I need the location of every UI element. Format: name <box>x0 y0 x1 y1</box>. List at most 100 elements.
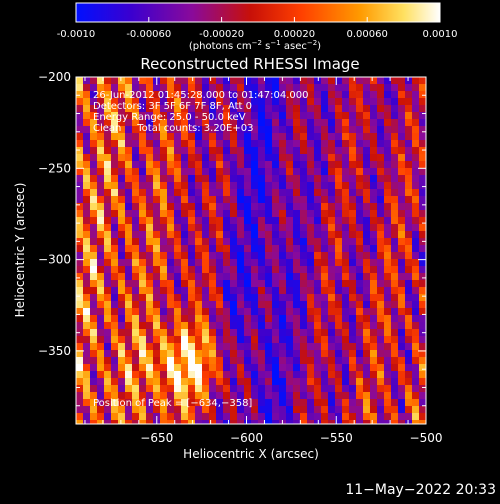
heatmap-cell <box>111 203 119 211</box>
peak-position-label: Position of Peak = [−634,−358] <box>93 398 252 409</box>
heatmap-cell <box>349 245 357 253</box>
heatmap-cell <box>160 189 168 197</box>
heatmap-cell <box>244 273 252 281</box>
heatmap-cell <box>83 189 91 197</box>
heatmap-cell <box>230 294 238 302</box>
heatmap-cell <box>104 224 112 232</box>
heatmap-cell <box>405 280 413 288</box>
heatmap-cell <box>146 245 154 253</box>
heatmap-cell <box>398 385 406 393</box>
heatmap-cell <box>384 196 392 204</box>
heatmap-cell <box>188 343 196 351</box>
heatmap-cell <box>118 413 126 421</box>
heatmap-cell <box>167 378 175 386</box>
heatmap-cell <box>251 413 259 421</box>
heatmap-cell <box>419 301 426 309</box>
heatmap-cell <box>244 175 252 183</box>
heatmap-cell <box>104 287 112 295</box>
heatmap-cell <box>384 266 392 274</box>
heatmap-cell <box>90 210 98 218</box>
heatmap-cell <box>111 147 119 155</box>
heatmap-cell <box>342 238 350 246</box>
heatmap-cell <box>181 336 189 344</box>
heatmap-cell <box>90 77 98 85</box>
heatmap-cell <box>104 245 112 253</box>
heatmap-cell <box>300 294 308 302</box>
heatmap-cell <box>125 406 133 414</box>
heatmap-cell <box>349 91 357 99</box>
heatmap-cell <box>328 105 336 113</box>
heatmap-cell <box>272 315 280 323</box>
heatmap-cell <box>97 301 105 309</box>
heatmap-cell <box>342 378 350 386</box>
heatmap-cell <box>335 105 343 113</box>
heatmap-cell <box>384 322 392 330</box>
heatmap-cell <box>237 385 245 393</box>
heatmap-cell <box>209 245 217 253</box>
heatmap-cell <box>391 406 399 414</box>
heatmap-cell <box>174 378 182 386</box>
heatmap-cell <box>279 238 287 246</box>
heatmap-cell <box>272 189 280 197</box>
heatmap-cell <box>237 210 245 218</box>
heatmap-cell <box>216 154 224 162</box>
heatmap-cell <box>209 273 217 281</box>
heatmap-cell <box>216 203 224 211</box>
heatmap-cell <box>335 259 343 267</box>
heatmap-cell <box>377 126 385 134</box>
heatmap-cell <box>391 77 399 85</box>
heatmap-cell <box>398 154 406 162</box>
heatmap-cell <box>391 420 399 424</box>
heatmap-cell <box>405 315 413 323</box>
heatmap-cell <box>174 350 182 358</box>
heatmap-cell <box>265 343 273 351</box>
heatmap-cell <box>419 350 426 358</box>
heatmap-cell <box>391 140 399 148</box>
heatmap-cell <box>272 357 280 365</box>
heatmap-cell <box>223 182 231 190</box>
heatmap-cell <box>202 126 210 134</box>
heatmap-cell <box>398 308 406 316</box>
heatmap-cell <box>111 406 119 414</box>
heatmap-cell <box>90 301 98 309</box>
heatmap-cell <box>230 91 238 99</box>
heatmap-cell <box>328 112 336 120</box>
heatmap-cell <box>307 210 315 218</box>
heatmap-cell <box>370 196 378 204</box>
heatmap-cell <box>342 273 350 281</box>
heatmap-cell <box>195 91 203 99</box>
heatmap-cell <box>419 84 426 92</box>
heatmap-cell <box>398 301 406 309</box>
heatmap-cell <box>356 112 364 120</box>
heatmap-cell <box>419 371 426 379</box>
heatmap-cell <box>412 98 420 106</box>
heatmap-cell <box>97 147 105 155</box>
heatmap-cell <box>118 112 126 120</box>
heatmap-cell <box>398 392 406 400</box>
heatmap-cell <box>188 210 196 218</box>
heatmap-cell <box>230 210 238 218</box>
heatmap-cell <box>146 224 154 232</box>
heatmap-cell <box>118 77 126 85</box>
heatmap-cell <box>76 357 84 365</box>
heatmap-cell <box>146 336 154 344</box>
heatmap-cell <box>139 308 147 316</box>
heatmap-cell <box>160 357 168 365</box>
heatmap-cell <box>251 154 259 162</box>
heatmap-cell <box>104 413 112 421</box>
heatmap-cell <box>293 420 301 424</box>
heatmap-cell <box>230 259 238 267</box>
heatmap-cell <box>356 294 364 302</box>
heatmap-cell <box>118 154 126 162</box>
heatmap-cell <box>139 252 147 260</box>
heatmap-cell <box>419 105 426 113</box>
heatmap-cell <box>335 161 343 169</box>
heatmap-cell <box>342 161 350 169</box>
heatmap-cell <box>370 154 378 162</box>
heatmap-cell <box>300 84 308 92</box>
heatmap-cell <box>83 105 91 113</box>
heatmap-cell <box>132 280 140 288</box>
heatmap-cell <box>300 364 308 372</box>
heatmap-cell <box>328 238 336 246</box>
footer-date: 11−May−2022 20:33 <box>345 482 496 498</box>
